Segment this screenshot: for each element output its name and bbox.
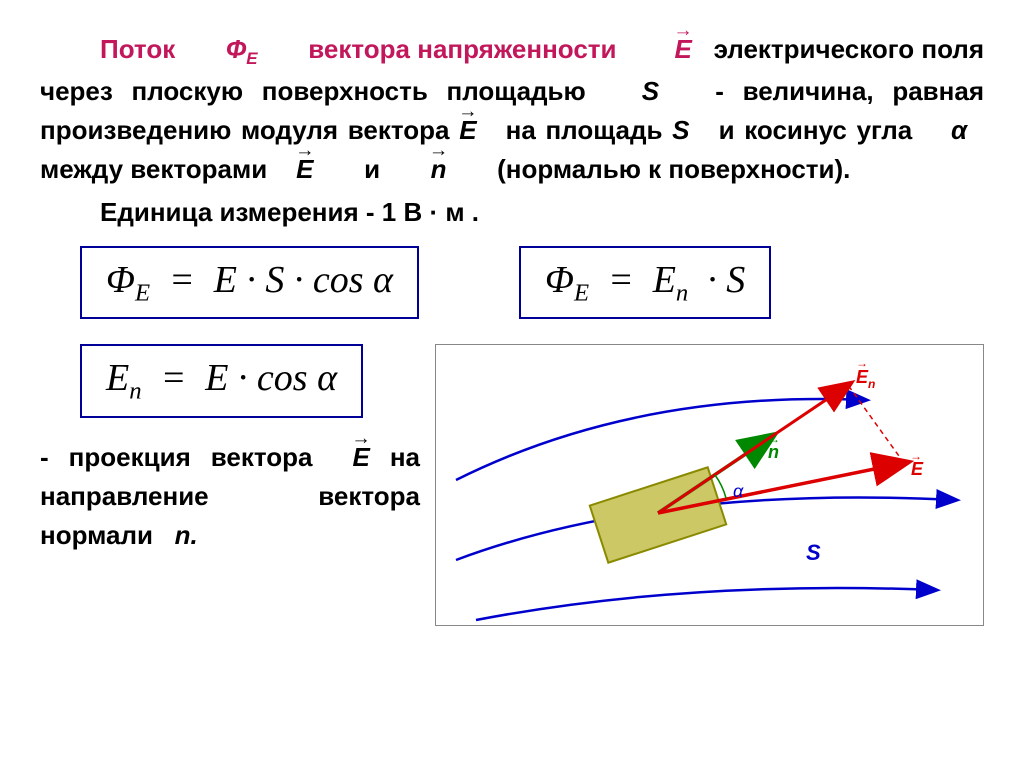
E-vector-3: E xyxy=(296,150,313,189)
S1: S xyxy=(642,76,659,106)
alpha-label: α xyxy=(733,481,744,501)
phi-symbol: ФE xyxy=(226,34,265,64)
def-part2: вектора напряженности xyxy=(308,34,616,64)
E-vector-1: E xyxy=(674,30,691,69)
E-vector-2: E xyxy=(459,111,476,150)
formula-1: ΦE = E · S · cos α xyxy=(80,246,419,320)
projection-text: - проекция вектора E на направление вект… xyxy=(40,438,420,555)
n-vector: n xyxy=(431,150,447,189)
svg-text:En: En xyxy=(856,367,875,391)
formula-3: En = E · cos α xyxy=(80,344,363,418)
formula-row-1: ΦE = E · S · cos α ΦE = En · S xyxy=(80,246,944,320)
S-label: S xyxy=(806,540,821,565)
svg-text:→: → xyxy=(856,356,868,370)
S2: S xyxy=(672,115,689,145)
def-3c: на площадь xyxy=(506,115,663,145)
flux-diagram: S n → E → En → xyxy=(435,344,984,626)
def-3e: между векторами xyxy=(40,154,267,184)
word-potok: Поток xyxy=(100,34,175,64)
definition-paragraph: Поток ФE вектора напряженности E электри… xyxy=(40,30,984,189)
unit-line: Единица измерения - 1 В · м . xyxy=(100,197,984,228)
alpha: α xyxy=(951,115,967,145)
def-3d: и косинус угла xyxy=(719,115,913,145)
and-word: и xyxy=(364,154,380,184)
svg-text:→: → xyxy=(910,449,922,463)
lower-section: En = E · cos α - проекция вектора E на н… xyxy=(40,344,984,626)
formula-2: ΦE = En · S xyxy=(519,246,771,320)
def-3f: (нормалью к поверхности). xyxy=(497,154,850,184)
